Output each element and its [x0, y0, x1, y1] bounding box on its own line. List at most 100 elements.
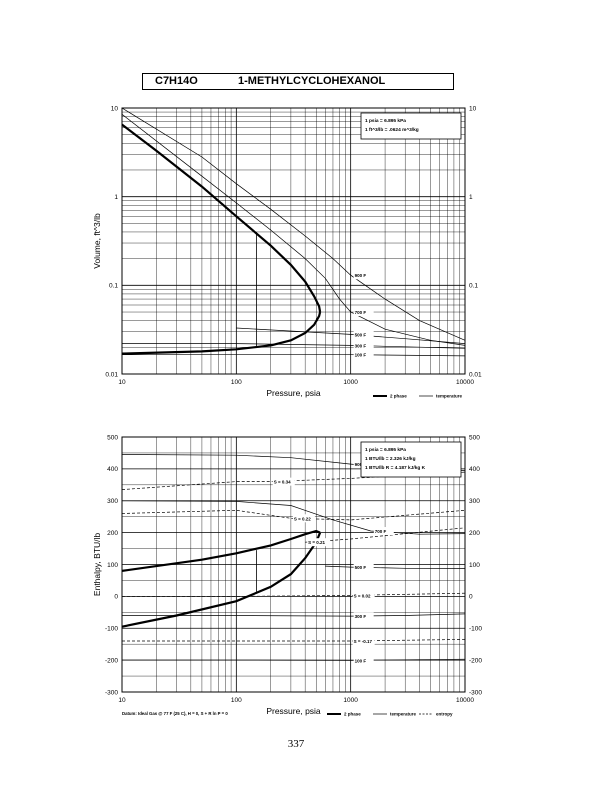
chart-header: C7H14O 1-METHYLCYCLOHEXANOL	[142, 73, 454, 90]
y-tick-label-right: 300	[469, 498, 480, 505]
label-bg	[353, 656, 374, 665]
isotherm-label: 500 F	[355, 565, 367, 570]
dome-vapor-line	[121, 529, 321, 572]
y-tick-label-right: 1	[469, 194, 473, 201]
isotherm-label: 900 F	[355, 462, 367, 467]
y-tick-label-right: 400	[469, 466, 480, 473]
compound-name: 1-METHYLCYCLOHEXANOL	[238, 75, 386, 87]
y-tick-label-right: -200	[469, 657, 482, 664]
y-tick-label-left: -200	[105, 657, 118, 664]
label-bg	[292, 514, 315, 523]
entropy-line-s-0-22	[121, 509, 466, 521]
isotherm-100-f	[122, 354, 466, 357]
isotherm-label: 300 F	[355, 343, 367, 348]
y-axis-label: Volume, ft^3/lb	[92, 213, 102, 269]
y-tick-label-left: 0.1	[109, 283, 118, 290]
y-tick-label-right: 0.1	[469, 283, 478, 290]
y-tick-label-left: 200	[107, 530, 118, 537]
y-tick-label-left: 300	[107, 498, 118, 505]
label-bg	[352, 591, 375, 600]
x-tick-label: 1000	[343, 697, 358, 704]
y-tick-label-left: -300	[105, 689, 118, 696]
isotherm-label: 700 F	[375, 529, 387, 534]
y-tick-label-right: 10	[469, 105, 477, 112]
x-tick-label: 10	[118, 379, 126, 386]
info-box-line: 1 BTU/lb = 2.326 kJ/kg	[365, 456, 416, 462]
plot-frame	[121, 436, 466, 693]
isotherm-100-f	[122, 658, 466, 661]
y-tick-label-left: 0.01	[105, 371, 118, 378]
entropy-label: S = 0.22	[294, 516, 311, 521]
dome-vapor-line	[121, 123, 322, 313]
y-tick-label-right: -100	[469, 626, 482, 633]
x-tick-label: 100	[231, 697, 242, 704]
y-tick-label-right: 0	[469, 594, 473, 601]
label-bg	[272, 477, 295, 486]
legend-label: 2 phase	[344, 712, 361, 717]
y-tick-label-left: 100	[107, 562, 118, 569]
isotherm-label: 100 F	[355, 353, 367, 358]
legend-label: temperature	[436, 394, 463, 399]
info-box-line: 1 ft^3/lb = .0624 m^3/kg	[365, 127, 419, 133]
isotherm-500-f	[325, 565, 466, 569]
entropy-line-s-0-02	[122, 592, 466, 597]
legend-label: temperature	[390, 712, 417, 717]
y-tick-label-right: 0.01	[469, 371, 482, 378]
x-axis-label: Pressure, psia	[266, 706, 321, 716]
label-bg	[352, 637, 375, 645]
x-tick-label: 100	[231, 379, 242, 386]
plot-frame	[121, 107, 466, 375]
label-bg	[307, 538, 330, 547]
x-tick-label: 10000	[456, 379, 474, 386]
y-tick-label-left: 0	[114, 594, 118, 601]
isotherm-700-f	[121, 500, 466, 535]
dome-liquid-line	[121, 311, 322, 355]
enthalpy-pressure-chart: 10 100 1000 10000-300 -300-200 -200-100 -1000 0…	[92, 434, 482, 717]
isotherm-900-f	[121, 107, 466, 341]
y-tick-label-right: 500	[469, 434, 480, 441]
isotherm-label: 500 F	[355, 332, 367, 337]
x-axis-label: Pressure, psia	[266, 388, 321, 398]
y-tick-label-right: 200	[469, 530, 480, 537]
y-tick-label-left: 1	[114, 194, 118, 201]
compound-formula: C7H14O	[155, 75, 198, 87]
isotherm-label: 100 F	[355, 658, 367, 663]
y-axis-label: Enthalpy, BTU/lb	[92, 533, 102, 596]
x-tick-label: 10	[118, 697, 126, 704]
label-bg	[353, 271, 374, 280]
isotherm-label: 900 F	[355, 273, 367, 278]
x-tick-label: 1000	[343, 379, 358, 386]
entropy-label: S = -0.17	[354, 639, 373, 644]
label-bg	[353, 350, 374, 359]
y-tick-label-right: 100	[469, 562, 480, 569]
isotherm-label: 300 F	[355, 614, 367, 619]
chart-footnote: Datum: Ideal Gas @ 77 F (25 C), H = 0, S…	[122, 711, 228, 716]
page-number: 337	[287, 738, 305, 750]
entropy-label: S = 0.02	[354, 593, 371, 598]
isotherm-500-f	[236, 327, 466, 344]
info-box-line: 1 BTU/lb R = 4.187 kJ/kg K	[365, 465, 426, 471]
y-tick-label-right: -300	[469, 689, 482, 696]
info-box-line: 1 psia = 6.895 kPa	[365, 118, 406, 124]
label-bg	[353, 563, 374, 572]
isotherm-label: 700 F	[355, 310, 367, 315]
y-tick-label-left: -100	[105, 626, 118, 633]
label-bg	[353, 330, 374, 339]
isotherm-300-f	[122, 343, 466, 349]
x-tick-label: 10000	[456, 697, 474, 704]
y-tick-label-left: 500	[107, 434, 118, 441]
info-box-line: 1 psia = 6.895 kPa	[365, 447, 406, 453]
label-bg	[373, 527, 394, 536]
label-bg	[353, 308, 374, 317]
info-box	[360, 112, 462, 140]
isotherm-300-f	[122, 613, 466, 617]
isotherm-700-f	[121, 114, 466, 346]
info-box	[360, 441, 462, 478]
legend-label: entropy	[436, 712, 453, 717]
y-tick-label-left: 400	[107, 466, 118, 473]
y-tick-label-left: 10	[111, 105, 119, 112]
dome-liquid-line	[121, 532, 322, 628]
label-bg	[353, 612, 374, 621]
legend-label: 2 phase	[390, 394, 407, 399]
